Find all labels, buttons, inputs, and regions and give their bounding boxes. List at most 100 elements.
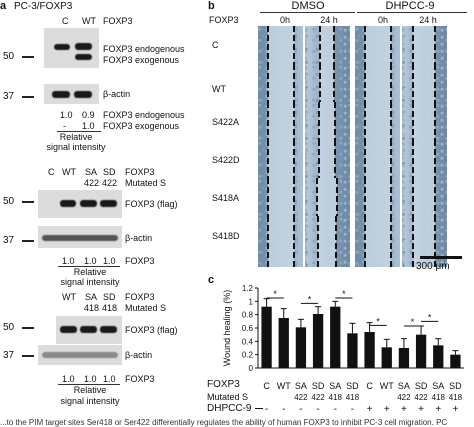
wound-edge-line	[267, 178, 269, 229]
wound-edge-line	[293, 178, 295, 229]
wound-edge-line	[434, 102, 436, 153]
wound-edge-line	[333, 26, 335, 77]
condition-foxp3: C	[263, 381, 270, 391]
wound-edge-line	[412, 64, 414, 115]
wound-edge-line	[267, 102, 269, 153]
wound-edge-line	[412, 140, 414, 191]
wound-edge-line	[334, 102, 336, 153]
time-separator	[400, 216, 402, 267]
time-separator	[400, 64, 402, 115]
wound-edge-line	[434, 64, 436, 115]
blot3-q-sa: 1.0	[84, 374, 97, 384]
wound-edge-line	[434, 216, 436, 267]
blot3-actin-label: β-actin	[125, 350, 153, 360]
bar	[364, 332, 375, 368]
wound-edge-line	[267, 64, 269, 115]
condition-foxp3: WT	[276, 381, 291, 391]
blot3-lane-wt: WT	[62, 292, 76, 302]
wound-edge-line	[390, 140, 392, 191]
condition-foxp3: WT	[379, 381, 394, 391]
time-0h-dhpcc: 0h	[377, 15, 388, 25]
blot1-band-endogenous-c	[54, 44, 70, 50]
blot3-actin-strip	[38, 345, 122, 365]
blot2-band-sd	[100, 200, 117, 207]
blot3-signal: signal intensity	[60, 396, 120, 406]
blot1-actin-band-wt	[74, 91, 92, 98]
panel-a-letter: a	[0, 0, 7, 12]
time-separator	[303, 140, 305, 191]
wound-edge-line	[390, 64, 392, 115]
row-label-s418a: S418A	[212, 193, 240, 203]
blot3-band-sa	[80, 326, 97, 333]
condition-dhpcc: -	[316, 404, 320, 415]
blot1-actin-label: β-actin	[103, 89, 131, 99]
scale-bar	[420, 256, 462, 259]
condition-mutated: 422	[311, 393, 325, 402]
blot1-q1-label: FOXP3 endogenous	[103, 110, 185, 120]
blot3-lane-sa: SA	[85, 292, 98, 302]
blot2-marker-50-tick	[22, 201, 34, 203]
condition-foxp3: SD	[449, 381, 462, 391]
blot3-band-wt	[60, 326, 77, 333]
condition-mutated: 422	[414, 393, 428, 402]
condition-foxp3: SA	[397, 381, 410, 391]
panel-c-letter: c	[208, 274, 215, 286]
blot3-flag-strip	[56, 316, 122, 344]
wound-edge-line	[434, 26, 436, 77]
wound-edge-line	[390, 26, 392, 77]
time-separator	[400, 178, 402, 229]
time-separator	[303, 26, 305, 77]
blot1-label-endogenous: FOXP3 endogenous	[103, 44, 185, 54]
blot1-q2-label: FOXP3 exogenous	[103, 121, 180, 131]
blot1-actin-band-c	[52, 91, 70, 98]
condition-mutated: 422	[294, 393, 308, 402]
time-separator	[303, 102, 305, 153]
blot2-flag-strip	[38, 190, 122, 218]
blot1-lane-wt: WT	[82, 16, 96, 26]
wound-edge-line	[364, 140, 366, 191]
wound-edge-line	[412, 216, 414, 267]
row-label-foxp3: FOXP3	[207, 379, 240, 390]
wound-edge-line	[364, 178, 366, 229]
wound-gap	[365, 216, 391, 267]
group-dhpcc-rule	[357, 12, 467, 13]
blot1-signal: signal intensity	[46, 142, 106, 152]
blot2-band-wt	[60, 200, 76, 207]
y-tick-label: 0.8	[242, 311, 254, 320]
significance-star: *	[411, 317, 415, 327]
time-0h-dmso: 0h	[279, 15, 290, 25]
time-separator	[303, 178, 305, 229]
y-tick-label: 0.4	[242, 337, 254, 346]
condition-dhpcc: +	[452, 404, 459, 415]
condition-foxp3: SA	[432, 381, 445, 391]
blot2-actin-label: β-actin	[125, 233, 153, 243]
blot2-marker-37-tick	[22, 240, 34, 242]
wound-image-dhpcc-s418d	[355, 216, 447, 267]
blot2-band-sa	[80, 200, 97, 207]
condition-dhpcc: -	[282, 404, 286, 415]
panel-a-title: PC-3/FOXP3	[14, 1, 73, 12]
blot3-sub-sa: 418	[84, 303, 100, 313]
condition-dhpcc: -	[264, 404, 269, 415]
row-header-foxp3: FOXP3	[209, 15, 239, 25]
time-24h-dmso: 24 h	[320, 15, 338, 25]
blot3-flag-label: FOXP3 (flag)	[125, 325, 178, 335]
wound-edge-line	[333, 64, 335, 115]
y-tick-label: 0	[249, 364, 254, 373]
blot1-quant-rule	[57, 131, 101, 132]
row-label-wt: WT	[212, 84, 226, 94]
condition-foxp3: C	[366, 381, 373, 391]
wound-edge-line	[293, 64, 295, 115]
blot1-header: FOXP3	[103, 16, 133, 26]
bar	[433, 345, 444, 368]
blot3-q-wt: 1.0	[62, 374, 75, 384]
y-tick-label: 0.2	[242, 351, 254, 360]
blot1-q2-c: -	[63, 121, 66, 131]
condition-dhpcc: +	[366, 404, 373, 415]
wound-edge-line	[412, 26, 414, 77]
wound-gap	[268, 216, 294, 267]
blot2-marker-50: 50	[3, 196, 15, 207]
wound-edge-line	[412, 178, 414, 229]
wound-edge-line	[364, 26, 366, 77]
blot1-relative: Relative	[59, 132, 93, 142]
